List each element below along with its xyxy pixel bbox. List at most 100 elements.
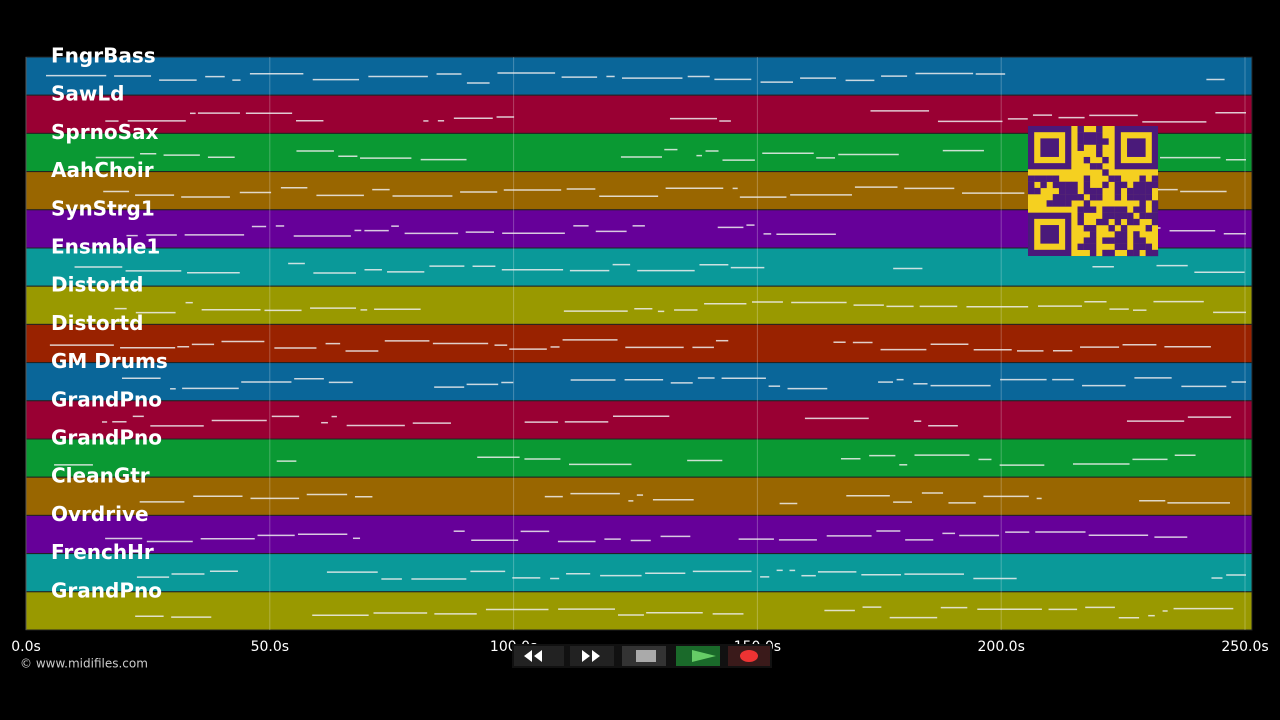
qr-cell [1058, 194, 1066, 201]
qr-cell [1058, 200, 1066, 207]
qr-cell [1071, 194, 1078, 201]
forward-button[interactable] [570, 646, 614, 666]
qr-cell [1127, 249, 1134, 257]
qr-cell [1077, 212, 1084, 220]
record-button[interactable] [728, 646, 770, 666]
qr-cell [1114, 243, 1122, 251]
qr-cell [1040, 181, 1047, 189]
track-name: FrenchHr [51, 540, 154, 564]
qr-cell [1139, 243, 1146, 251]
track-name: Distortd [51, 273, 143, 297]
qr-cell [1120, 181, 1128, 189]
qr-cell [1052, 200, 1060, 207]
qr-cell [1108, 237, 1115, 244]
track-band [25, 400, 1253, 440]
notes [46, 72, 1246, 619]
qr-cell [1058, 187, 1066, 195]
qr-cell [1151, 218, 1159, 226]
credit: © www.midifiles.com [20, 657, 148, 671]
qr-cell [1071, 187, 1078, 195]
qr-cell [1145, 249, 1153, 257]
qr-cell [1065, 194, 1072, 201]
qr-cell [1120, 225, 1128, 232]
track-name: Ovrdrive [51, 502, 149, 526]
qr-cell [1065, 181, 1072, 189]
track-band [25, 323, 1253, 364]
qr-cell [1133, 249, 1140, 257]
qr-cell [1034, 187, 1041, 195]
qr-cell [1145, 212, 1153, 220]
qr-cell [1089, 206, 1097, 213]
qr-cell [1028, 187, 1035, 195]
track-band [25, 591, 1253, 631]
play-button[interactable] [676, 646, 720, 666]
qr-cell [1108, 175, 1115, 182]
qr-cell [1114, 218, 1122, 226]
qr-cell [1133, 243, 1140, 251]
transport-controls [512, 644, 772, 668]
qr-cell [1108, 212, 1115, 220]
qr-cell [1139, 181, 1146, 189]
qr-cell [1102, 138, 1109, 145]
qr-finder [1114, 126, 1159, 170]
qr-cell [1139, 187, 1146, 195]
qr-cell [1089, 194, 1097, 201]
qr-cell [1114, 181, 1122, 189]
track-name: GM Drums [51, 349, 168, 373]
qr-cell [1127, 194, 1134, 201]
qr-cell [1028, 181, 1035, 189]
qr-cell [1083, 206, 1091, 213]
qr-cell [1083, 200, 1091, 207]
track-labels: FngrBass SawLd SprnoSax AahChoir SynStrg1 Ens… [51, 44, 168, 603]
qr-cell [1052, 181, 1060, 189]
qr-cell [1089, 187, 1097, 195]
qr-cell [1151, 249, 1159, 257]
qr-cell [1133, 206, 1140, 213]
qr-cell [1145, 225, 1153, 232]
track-name: CleanGtr [51, 464, 150, 488]
qr-cell [1108, 249, 1115, 257]
qr-cell [1096, 163, 1103, 170]
stop-button[interactable] [622, 646, 666, 666]
qr-cell [1127, 212, 1134, 220]
qr-cell [1046, 200, 1053, 207]
qr-cell [1096, 132, 1103, 139]
qr-cell [1102, 218, 1109, 226]
qr-cell [1151, 212, 1159, 220]
track-band [25, 362, 1253, 402]
qr-cell [1071, 181, 1078, 189]
qr-cell [1102, 206, 1109, 213]
qr-cell [1102, 237, 1109, 244]
qr-cell [1089, 138, 1097, 145]
qr-cell [1096, 218, 1103, 226]
track-name: SynStrg1 [51, 196, 155, 220]
qr-cell [1089, 231, 1097, 238]
rewind-button[interactable] [514, 646, 564, 666]
qr-cell [1077, 243, 1084, 251]
qr-cell [1089, 243, 1097, 251]
qr-cell [1089, 132, 1097, 139]
qr-cell [1139, 175, 1146, 182]
qr-cell [1133, 181, 1140, 189]
qr-cell [1052, 194, 1060, 201]
qr-cell [1133, 237, 1140, 244]
x-tick-label: 0.0s [11, 639, 41, 655]
qr-cell [1089, 163, 1097, 170]
qr-cell [1096, 126, 1103, 133]
qr-cell [1102, 249, 1109, 257]
qr-cell [1083, 132, 1091, 139]
qr-cell [1077, 132, 1084, 139]
qr-cell [1139, 212, 1146, 220]
track-band [25, 56, 1253, 96]
qr-cell [1114, 175, 1122, 182]
qr-cell [1102, 169, 1109, 176]
qr-cell [1083, 175, 1091, 182]
track-name: Distortd [51, 311, 143, 335]
track-band [25, 438, 1253, 478]
qr-cell [1040, 175, 1047, 182]
qr-cell [1102, 212, 1109, 220]
qr-cell [1065, 200, 1072, 207]
track-name: SawLd [51, 82, 124, 106]
qr-cell [1120, 231, 1128, 238]
